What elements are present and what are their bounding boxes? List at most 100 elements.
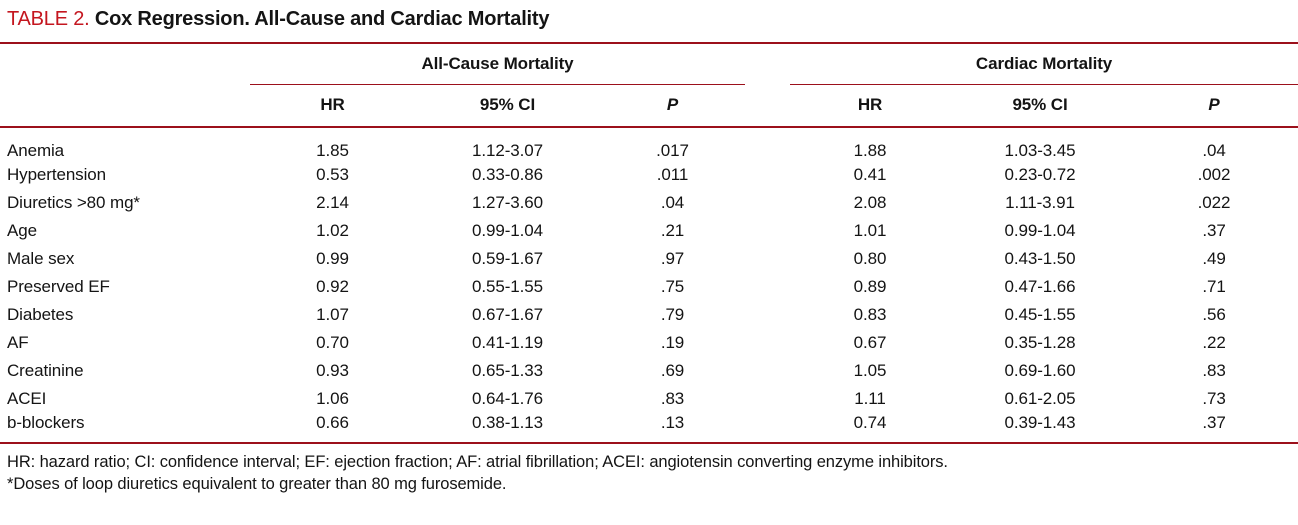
group-header-all-cause: All-Cause Mortality <box>250 44 746 85</box>
value-cell: 0.74 <box>853 413 887 432</box>
value-cell: .73 <box>1202 389 1226 408</box>
value-cell: .83 <box>660 389 685 408</box>
value-cell: 2.08 <box>853 193 887 212</box>
footnote-abbreviations: HR: hazard ratio; CI: confidence interva… <box>7 453 948 471</box>
table-row: Diabetes 1.07 0.67-1.67 .79 0.83 0.45-1.55 .56 <box>0 301 1298 329</box>
value-cell: 0.59-1.67 <box>472 249 543 268</box>
row-label: AF <box>7 333 29 352</box>
value-cell: .002 <box>1197 165 1231 184</box>
value-cell: 1.05 <box>853 361 887 380</box>
gap-cell <box>745 301 790 329</box>
value-cell: 1.07 <box>316 305 349 324</box>
value-cell: .97 <box>660 249 685 268</box>
table-row: Hypertension 0.53 0.33-0.86 .011 0.41 0.23-0.… <box>0 161 1298 189</box>
value-cell: .017 <box>656 141 689 160</box>
value-cell: 0.23-0.72 <box>1004 165 1076 184</box>
footnotes: HR: hazard ratio; CI: confidence interva… <box>0 444 1298 495</box>
value-cell: .13 <box>660 413 685 432</box>
value-cell: 1.11 <box>854 389 886 408</box>
value-cell: 1.88 <box>853 141 887 160</box>
table-row: AF 0.70 0.41-1.19 .19 0.67 0.35-1.28 .22 <box>0 329 1298 357</box>
table-row: Anemia 1.85 1.12-3.07 .017 1.88 1.03-3.45 .04 <box>0 127 1298 161</box>
value-cell: 0.64-1.76 <box>472 389 543 408</box>
row-label: Hypertension <box>7 165 106 184</box>
table-number-label: TABLE 2. <box>7 8 90 30</box>
value-cell: .37 <box>1202 413 1226 432</box>
value-cell: 0.55-1.55 <box>472 277 543 296</box>
col-header-allcause-ci: 95% CI <box>415 84 600 128</box>
table-title-text: Cox Regression. All-Cause and Cardiac Mo… <box>89 8 550 30</box>
table-body: Anemia 1.85 1.12-3.07.017 1.88 1.03-3.45.04 H… <box>0 127 1298 442</box>
row-label: Diabetes <box>7 305 74 324</box>
value-cell: 0.99-1.04 <box>472 221 543 240</box>
gap-cell <box>745 189 790 217</box>
table-row: Diuretics >80 mg* 2.14 1.27-3.60 .04 2.08 1.1… <box>0 189 1298 217</box>
gap-cell <box>745 357 790 385</box>
value-cell: 0.92 <box>316 277 349 296</box>
row-label: Male sex <box>7 249 75 268</box>
group-header-row: All-Cause Mortality Cardiac Mortality <box>0 44 1298 85</box>
value-cell: 0.45-1.55 <box>1004 305 1076 324</box>
value-cell: .71 <box>1202 277 1226 296</box>
gap-cell <box>745 127 790 161</box>
value-cell: .04 <box>660 193 685 212</box>
gap-cell <box>745 385 790 413</box>
gap-cell <box>745 161 790 189</box>
row-label: Anemia <box>7 141 65 160</box>
value-cell: .19 <box>660 333 685 352</box>
value-cell: 1.02 <box>316 221 349 240</box>
value-cell: 1.12-3.07 <box>472 141 543 160</box>
value-cell: 0.65-1.33 <box>472 361 543 380</box>
value-cell: .22 <box>1202 333 1226 352</box>
value-cell: .04 <box>1202 141 1226 160</box>
value-cell: .011 <box>656 165 689 184</box>
gap-cell <box>745 84 791 128</box>
col-header-cardiac-ci: 95% CI <box>950 84 1131 128</box>
gap-cell <box>745 245 790 273</box>
value-cell: .75 <box>660 277 685 296</box>
gap-cell <box>745 44 790 84</box>
value-cell: 0.67 <box>853 333 887 352</box>
stub-cell <box>0 84 250 128</box>
value-cell: 1.27-3.60 <box>472 193 543 212</box>
value-cell: 0.35-1.28 <box>1004 333 1076 352</box>
value-cell: .022 <box>1197 193 1231 212</box>
value-cell: 0.39-1.43 <box>1004 413 1076 432</box>
gap-cell <box>745 413 790 442</box>
value-cell: .83 <box>1202 361 1226 380</box>
col-header-allcause-p: P <box>600 84 746 128</box>
value-cell: 0.80 <box>853 249 887 268</box>
gap-cell <box>745 217 790 245</box>
row-label: Preserved EF <box>7 277 110 296</box>
value-cell: 0.67-1.67 <box>472 305 543 324</box>
table-row: b-blockers 0.66 0.38-1.13 .13 0.74 0.39-1.43.… <box>0 413 1298 442</box>
value-cell: 0.70 <box>316 333 349 352</box>
value-cell: .21 <box>660 221 685 240</box>
value-cell: .49 <box>1202 249 1226 268</box>
value-cell: 1.06 <box>316 389 349 408</box>
value-cell: 0.61-2.05 <box>1004 389 1076 408</box>
value-cell: 2.14 <box>316 193 349 212</box>
value-cell: 0.41 <box>853 165 887 184</box>
value-cell: 0.41-1.19 <box>472 333 543 352</box>
col-header-allcause-hr: HR <box>250 84 415 128</box>
footnote-diuretics: *Doses of loop diuretics equivalent to g… <box>7 475 507 493</box>
group-header-cardiac: Cardiac Mortality <box>790 44 1298 85</box>
col-header-cardiac-p: P <box>1130 84 1298 128</box>
value-cell: 1.85 <box>316 141 349 160</box>
table-row: Male sex 0.99 0.59-1.67 .97 0.80 0.43-1.50 .49 <box>0 245 1298 273</box>
value-cell: .37 <box>1202 221 1226 240</box>
row-label: Creatinine <box>7 361 84 380</box>
value-cell: 0.53 <box>316 165 349 184</box>
value-cell: .56 <box>1202 305 1226 324</box>
value-cell: 0.83 <box>853 305 887 324</box>
cox-regression-table: All-Cause Mortality Cardiac Mortality HR… <box>0 44 1298 442</box>
value-cell: 1.11-3.91 <box>1005 193 1075 212</box>
value-cell: 0.38-1.13 <box>472 413 543 432</box>
table-row: Creatinine 0.93 0.65-1.33 .69 1.05 0.69-1.60.… <box>0 357 1298 385</box>
row-label: Diuretics >80 mg* <box>7 193 140 212</box>
bottom-rule <box>0 442 1298 444</box>
top-rule <box>0 42 1298 44</box>
value-cell: 0.43-1.50 <box>1004 249 1076 268</box>
